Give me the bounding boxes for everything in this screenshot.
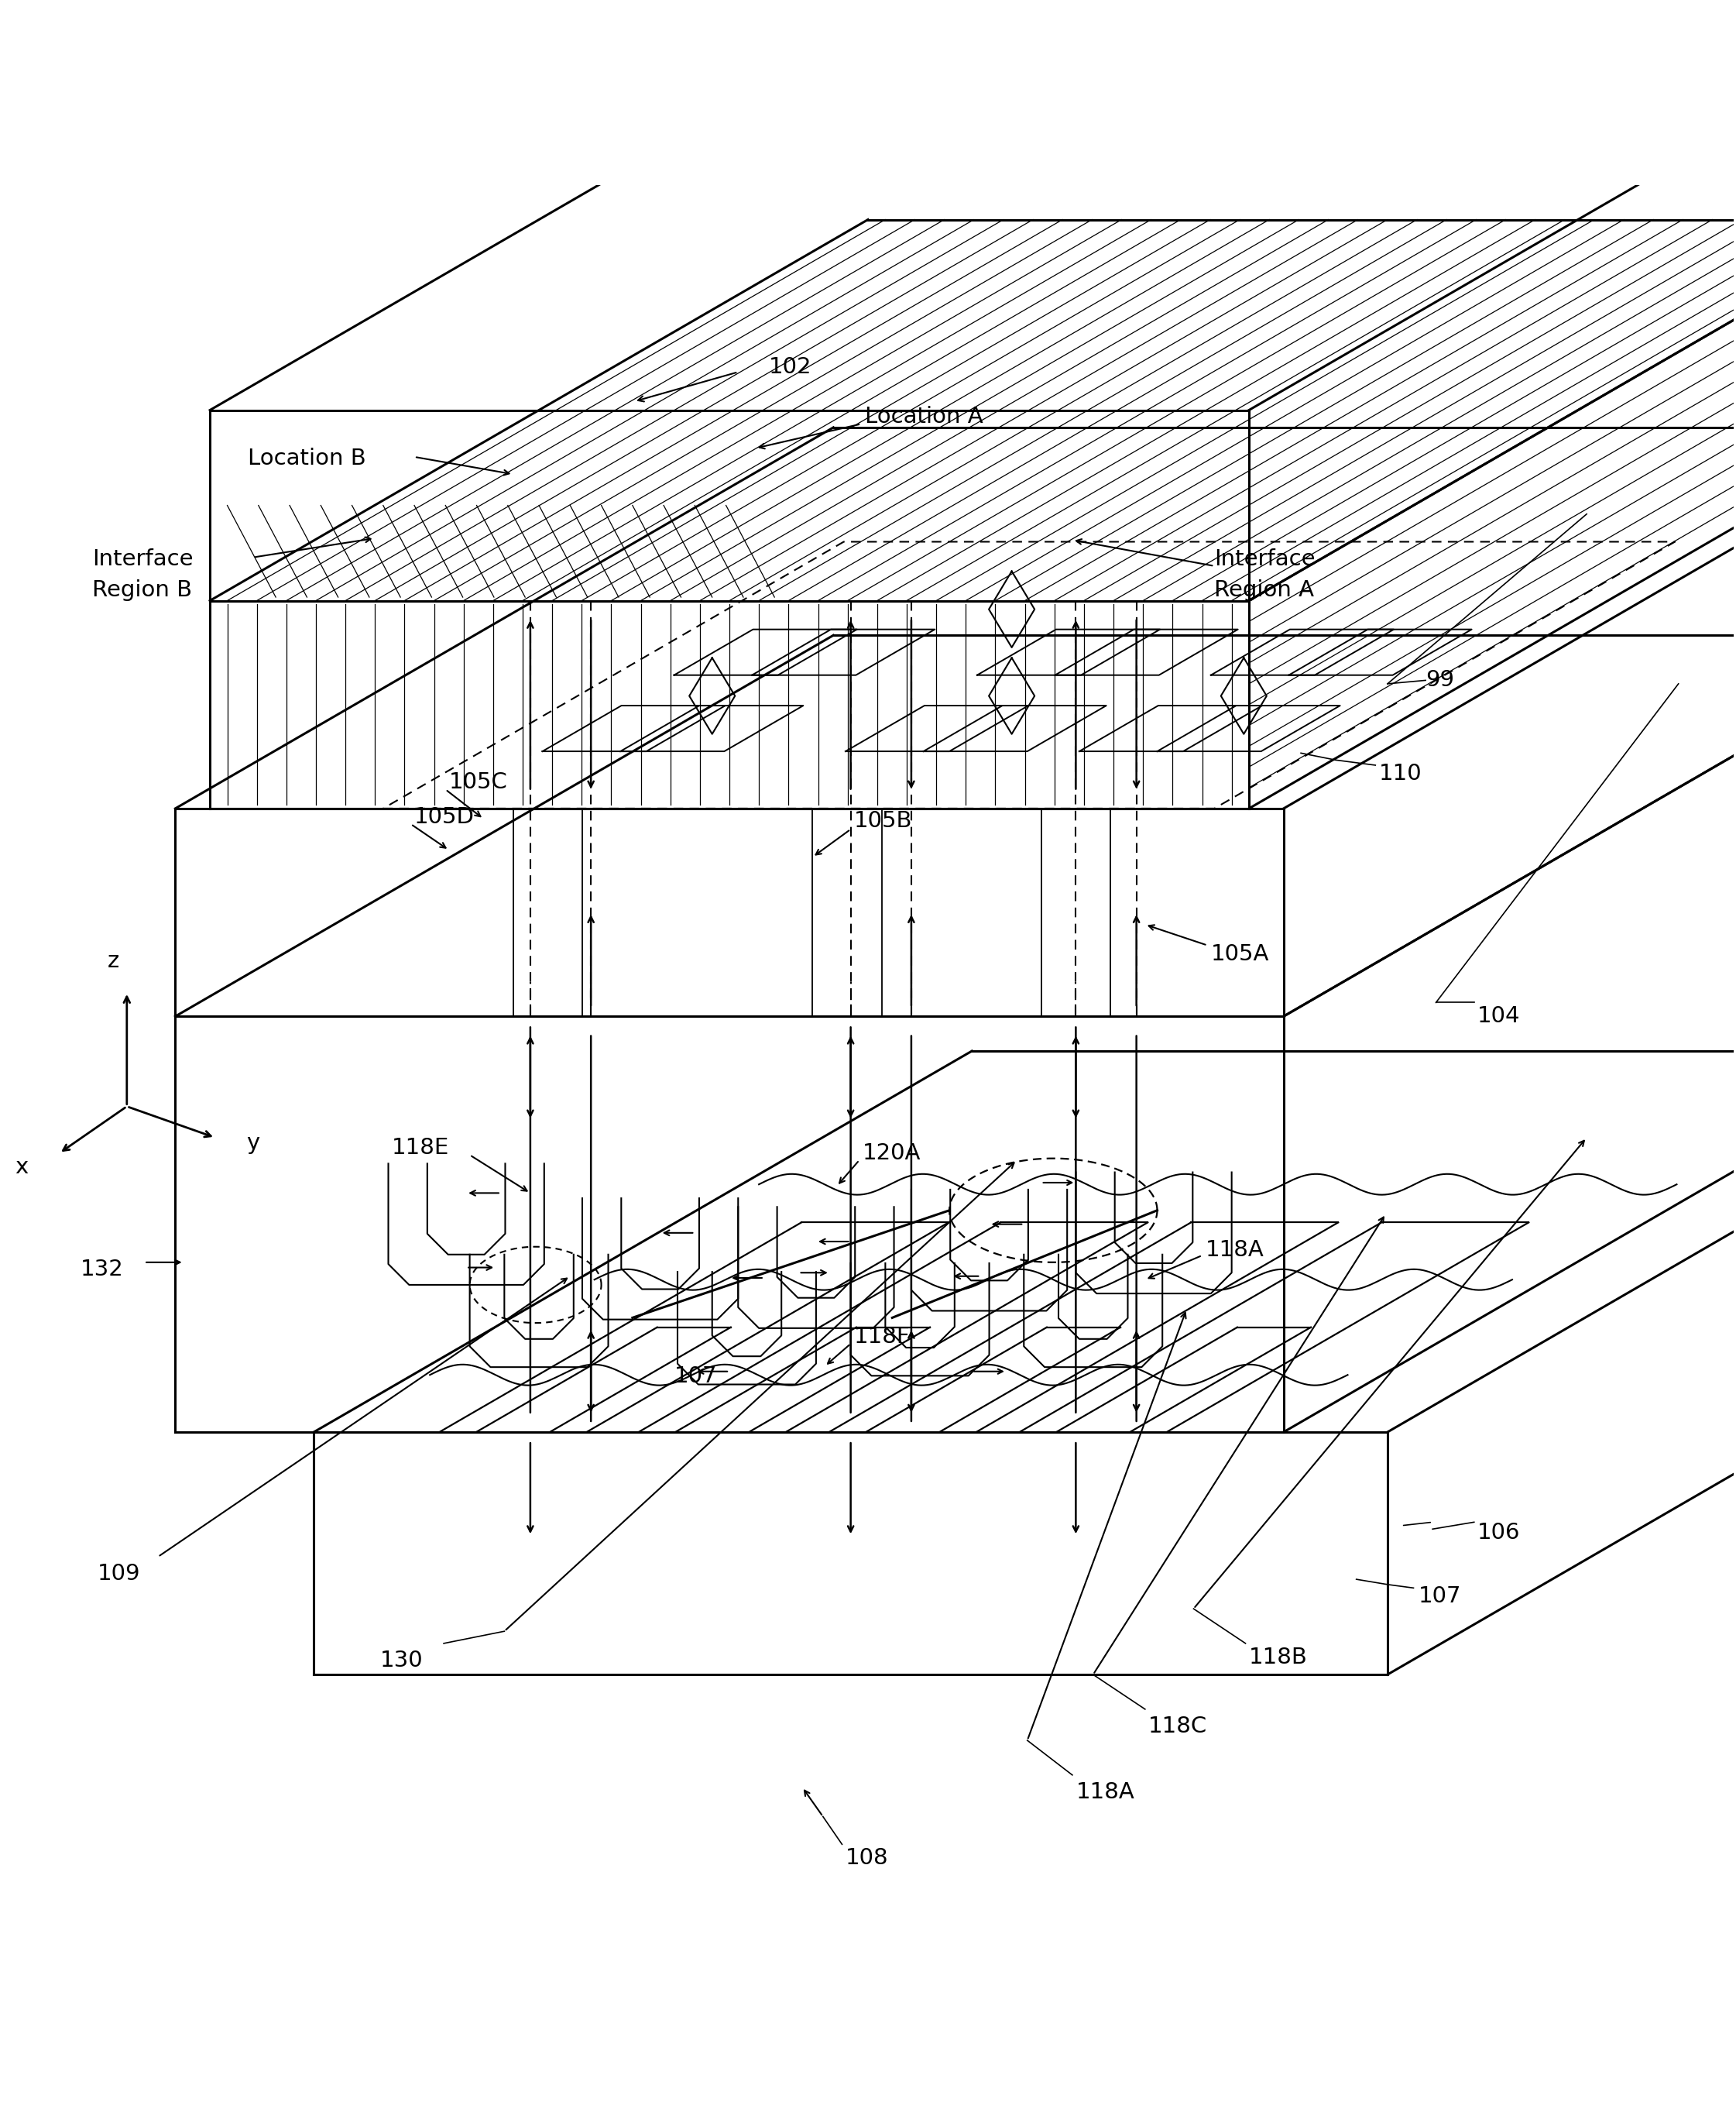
Text: Region B: Region B bbox=[92, 580, 193, 601]
Text: 106: 106 bbox=[1477, 1522, 1521, 1543]
Text: 118C: 118C bbox=[1149, 1715, 1208, 1738]
Text: 130: 130 bbox=[380, 1650, 424, 1671]
Text: 118E: 118E bbox=[392, 1137, 450, 1158]
Text: 99: 99 bbox=[1425, 668, 1455, 692]
Text: 108: 108 bbox=[845, 1848, 889, 1869]
Text: 105A: 105A bbox=[1212, 944, 1269, 965]
Text: y: y bbox=[247, 1133, 260, 1154]
Text: Interface: Interface bbox=[92, 549, 193, 570]
Text: z: z bbox=[108, 950, 118, 971]
Text: 105B: 105B bbox=[854, 809, 913, 832]
Text: 105C: 105C bbox=[450, 771, 507, 792]
Text: 104: 104 bbox=[1477, 1005, 1521, 1028]
Text: Location B: Location B bbox=[248, 448, 366, 469]
Text: 107: 107 bbox=[1418, 1585, 1462, 1608]
Text: 110: 110 bbox=[1378, 763, 1422, 784]
Text: 105D: 105D bbox=[415, 807, 474, 828]
Text: 120A: 120A bbox=[863, 1141, 922, 1165]
Text: 118B: 118B bbox=[1248, 1646, 1307, 1669]
Text: 109: 109 bbox=[97, 1564, 141, 1585]
Text: 102: 102 bbox=[769, 355, 811, 378]
Text: Location A: Location A bbox=[865, 406, 983, 429]
Text: 118A: 118A bbox=[1207, 1240, 1264, 1261]
Text: 132: 132 bbox=[80, 1259, 123, 1280]
Text: 118A: 118A bbox=[1076, 1782, 1134, 1804]
Text: Interface: Interface bbox=[1215, 549, 1316, 570]
Text: Region A: Region A bbox=[1215, 580, 1314, 601]
Text: 107: 107 bbox=[674, 1366, 717, 1387]
Text: 118F: 118F bbox=[854, 1326, 910, 1347]
Text: x: x bbox=[14, 1156, 28, 1177]
